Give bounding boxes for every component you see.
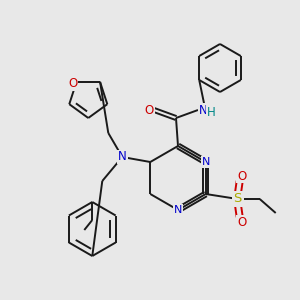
Text: O: O	[237, 169, 246, 182]
Text: O: O	[144, 103, 154, 116]
Text: N: N	[202, 157, 210, 167]
Text: O: O	[68, 77, 77, 90]
Text: N: N	[118, 151, 127, 164]
Text: N: N	[199, 103, 208, 116]
Text: N: N	[174, 205, 182, 215]
Text: S: S	[233, 193, 242, 206]
Text: H: H	[207, 106, 215, 118]
Text: O: O	[237, 215, 246, 229]
